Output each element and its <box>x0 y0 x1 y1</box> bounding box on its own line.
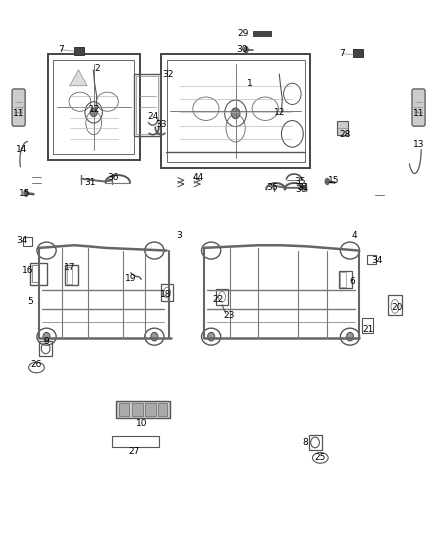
Text: 23: 23 <box>223 311 234 320</box>
Text: 36: 36 <box>108 173 119 182</box>
Bar <box>119 402 130 416</box>
Ellipse shape <box>24 190 28 196</box>
Text: 34: 34 <box>16 237 27 246</box>
Bar <box>161 54 310 168</box>
Bar <box>136 76 158 134</box>
Text: 25: 25 <box>314 454 326 463</box>
Bar <box>367 255 376 264</box>
Bar <box>339 271 352 288</box>
Ellipse shape <box>231 108 240 119</box>
Bar <box>48 54 140 160</box>
Text: 35: 35 <box>294 177 306 186</box>
Bar <box>30 263 47 285</box>
Text: 16: 16 <box>22 266 34 275</box>
Ellipse shape <box>244 46 248 53</box>
Bar <box>216 289 228 305</box>
Ellipse shape <box>151 333 158 341</box>
Bar <box>134 74 160 136</box>
Text: 21: 21 <box>363 325 374 334</box>
Bar <box>117 401 170 418</box>
Bar <box>161 284 173 301</box>
Ellipse shape <box>43 333 50 341</box>
Ellipse shape <box>346 333 353 341</box>
Bar <box>308 435 321 450</box>
Bar <box>158 402 166 416</box>
Bar <box>53 60 134 154</box>
Text: 18: 18 <box>160 289 172 298</box>
Bar <box>145 402 155 416</box>
Text: 14: 14 <box>16 145 27 154</box>
Text: 44: 44 <box>192 173 204 182</box>
Text: 7: 7 <box>58 45 64 54</box>
Text: 9: 9 <box>43 337 49 346</box>
Text: 6: 6 <box>349 277 355 286</box>
Bar <box>337 122 348 135</box>
Text: 32: 32 <box>162 70 173 78</box>
Text: 33: 33 <box>155 119 167 128</box>
Bar <box>113 435 159 447</box>
Text: 24: 24 <box>147 112 158 121</box>
Text: 36: 36 <box>266 183 278 192</box>
Text: 17: 17 <box>64 263 75 272</box>
Text: 13: 13 <box>413 140 425 149</box>
Ellipse shape <box>208 333 215 341</box>
Text: 11: 11 <box>413 109 425 118</box>
Bar <box>166 60 304 162</box>
Text: 27: 27 <box>128 447 140 456</box>
Bar <box>389 295 402 316</box>
Bar <box>39 341 52 356</box>
Text: 1: 1 <box>247 78 252 87</box>
Text: 31: 31 <box>297 183 309 192</box>
Polygon shape <box>70 70 87 86</box>
Text: 7: 7 <box>339 50 345 58</box>
Text: 15: 15 <box>19 189 31 198</box>
FancyBboxPatch shape <box>412 89 425 126</box>
Bar <box>253 31 271 36</box>
Bar <box>74 47 84 55</box>
Text: 5: 5 <box>28 296 33 305</box>
Text: 15: 15 <box>328 176 339 185</box>
Text: 12: 12 <box>89 105 100 114</box>
Text: 20: 20 <box>392 303 403 312</box>
Bar <box>362 318 373 333</box>
Text: 34: 34 <box>371 256 383 264</box>
Text: 30: 30 <box>236 45 247 54</box>
Text: 3: 3 <box>176 231 182 240</box>
Text: 22: 22 <box>212 295 224 304</box>
Text: 19: 19 <box>125 273 137 282</box>
Text: 10: 10 <box>135 419 147 428</box>
Text: 36: 36 <box>295 185 307 194</box>
Bar <box>65 265 78 285</box>
Text: 28: 28 <box>339 130 350 139</box>
Bar <box>32 265 39 282</box>
Text: 4: 4 <box>352 231 357 240</box>
Ellipse shape <box>325 178 329 184</box>
Bar <box>132 402 143 416</box>
Text: 26: 26 <box>31 360 42 369</box>
FancyBboxPatch shape <box>12 89 25 126</box>
Bar <box>353 49 363 57</box>
Bar <box>340 272 346 287</box>
Ellipse shape <box>90 108 97 117</box>
Text: 12: 12 <box>274 108 285 117</box>
Text: 2: 2 <box>95 64 100 73</box>
Text: 31: 31 <box>85 178 96 187</box>
Text: 11: 11 <box>13 109 25 118</box>
Text: 8: 8 <box>303 439 308 448</box>
Bar <box>23 237 32 246</box>
Text: 29: 29 <box>237 29 249 38</box>
Bar <box>67 266 72 284</box>
